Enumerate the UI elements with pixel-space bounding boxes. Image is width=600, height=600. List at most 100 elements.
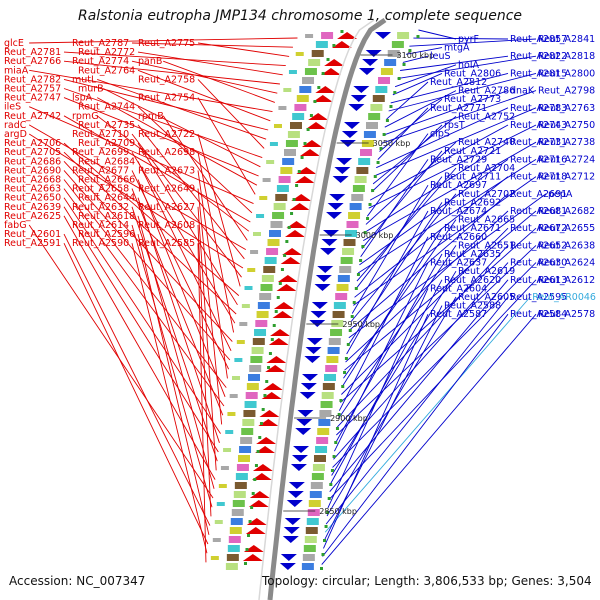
feature-block: [320, 401, 333, 408]
feature-block: [255, 320, 268, 327]
left-leader-line: [197, 206, 217, 471]
left-gene-arrow: [249, 491, 270, 498]
left-gene-label: Reut_A2709: [78, 138, 135, 149]
left-leader-line: [197, 97, 256, 195]
feature-block: [361, 140, 374, 147]
tick-mark: [354, 287, 358, 290]
right-gene-arrow: [348, 104, 365, 111]
feature-block: [305, 34, 314, 38]
feature-block: [372, 95, 385, 102]
feature-block: [358, 158, 371, 165]
right-gene-arrow: [310, 311, 327, 318]
left-gene-label: lspA: [72, 93, 93, 104]
left-gene-label: Reut_A2684: [78, 156, 135, 167]
feature-block: [267, 239, 280, 246]
kbp-marker-label: 3100 kbp: [397, 51, 435, 60]
feature-block: [239, 446, 252, 453]
tick-mark: [363, 231, 367, 234]
right-leader-line: [360, 159, 429, 258]
right-gene-label: Reut_A2783: [510, 103, 567, 114]
right-gene-label: Reut_A2712: [538, 172, 595, 183]
left-gene-arrow: [300, 149, 321, 156]
left-leader-line: [63, 60, 280, 85]
feature-block: [245, 392, 258, 399]
feature-block: [283, 88, 292, 92]
feature-block: [295, 52, 304, 56]
feature-block: [284, 149, 297, 156]
tick-mark: [368, 203, 372, 206]
right-leader-line: [329, 279, 509, 492]
feature-block: [247, 268, 256, 272]
feature-block: [312, 464, 325, 471]
tick-mark: [343, 371, 347, 374]
left-gene-label: Reut_A2677: [72, 165, 129, 176]
feature-block: [250, 356, 263, 363]
left-gene-arrow: [243, 545, 264, 552]
feature-block: [308, 500, 321, 507]
right-gene-arrow: [295, 428, 312, 435]
feature-block: [332, 311, 345, 318]
right-gene-arrow: [287, 491, 304, 498]
right-leader-line: [405, 47, 443, 55]
left-gene-label: Reut_A2590: [72, 238, 129, 249]
right-leader-line: [392, 72, 443, 96]
left-gene-label: Reut_A2744: [78, 102, 135, 113]
right-gene-arrow: [282, 536, 299, 543]
right-gene-label: Reut_A2635: [444, 249, 501, 260]
right-gene-label: Reut_A2822: [510, 51, 567, 62]
left-gene-label: murB: [78, 84, 104, 95]
right-leader-line: [349, 193, 509, 331]
right-gene-arrow: [336, 158, 353, 165]
left-gene-label: glcE: [4, 38, 24, 49]
left-gene-arrow: [291, 194, 312, 201]
right-gene-label: Reut_A2613: [510, 275, 567, 286]
tick-mark: [251, 492, 255, 495]
right-leader-line: [366, 133, 429, 217]
right-gene-label: Reut_A2651: [458, 240, 515, 251]
feature-block: [261, 275, 274, 282]
tick-mark: [321, 72, 325, 75]
left-gene-arrow: [282, 248, 303, 255]
left-gene-label: Reut_A2591: [4, 238, 61, 249]
left-gene-label: panB: [138, 56, 162, 67]
right-gene-label: pepA: [548, 189, 573, 200]
tick-mark: [254, 464, 258, 467]
feature-block: [310, 482, 323, 489]
tick-mark: [258, 436, 262, 439]
feature-block: [327, 347, 340, 354]
right-gene-arrow: [302, 374, 319, 381]
tick-mark: [280, 268, 284, 271]
left-leader-line: [137, 179, 226, 397]
right-leader-line: [394, 64, 457, 88]
tick-mark: [376, 161, 380, 164]
tick-mark: [340, 30, 344, 33]
feature-block: [242, 419, 255, 426]
feature-block: [234, 482, 247, 489]
tick-mark: [303, 142, 307, 145]
tick-mark: [334, 441, 338, 444]
feature-block: [307, 509, 320, 516]
tick-mark: [256, 450, 260, 453]
feature-block: [231, 509, 244, 516]
feature-block: [227, 545, 240, 552]
left-leader-line: [96, 97, 258, 186]
right-gene-label: Reut_A2671: [444, 223, 501, 234]
right-gene-arrow: [286, 500, 303, 507]
right-gene-arrow: [334, 167, 351, 174]
left-leader-line: [63, 215, 216, 480]
right-gene-label: Reut_A2786: [458, 86, 515, 97]
left-gene-label: Reut_A2658: [72, 184, 129, 195]
feature-block: [343, 239, 356, 246]
left-gene-label: Reut_A2775: [138, 38, 195, 49]
feature-block: [243, 410, 256, 417]
tick-mark: [339, 399, 343, 402]
feature-block: [326, 356, 339, 363]
left-gene-arrow: [308, 113, 329, 120]
right-leader-line: [400, 55, 509, 71]
right-leader-line: [335, 253, 443, 444]
feature-block: [324, 374, 337, 381]
left-gene-arrow: [256, 437, 277, 444]
left-gene-label: Reut_A2747: [4, 93, 61, 104]
